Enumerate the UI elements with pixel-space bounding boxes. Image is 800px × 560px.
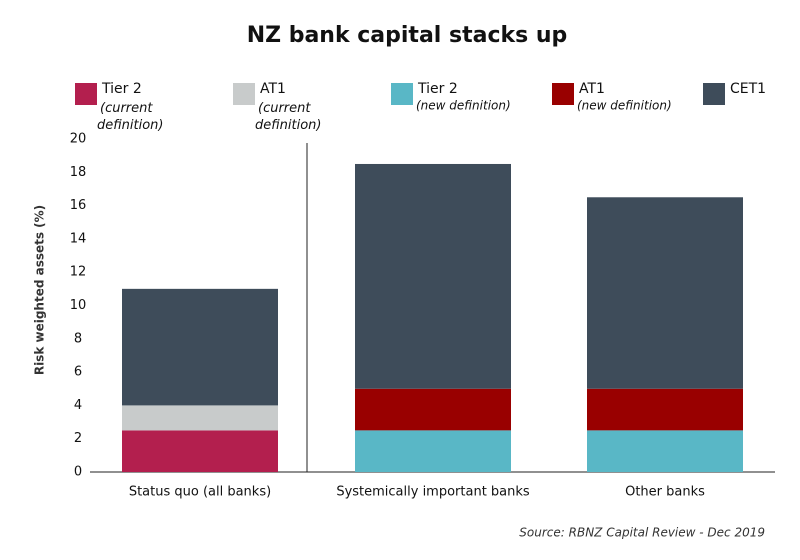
bar-segment — [355, 163, 511, 389]
bar-segment — [355, 388, 511, 431]
legend-note: (new definition) — [577, 99, 672, 113]
y-tick-label: 10 — [70, 298, 87, 313]
x-tick-label: Other banks — [625, 485, 705, 500]
legend-note: (new definition) — [416, 99, 511, 113]
legend-label: Tier 2 — [101, 81, 142, 97]
legend-swatch — [703, 83, 725, 105]
y-tick-label: 12 — [70, 265, 87, 280]
legend-label: CET1 — [730, 81, 766, 97]
legend-label: AT1 — [260, 81, 286, 97]
legend-label: AT1 — [579, 81, 605, 97]
bar-segment — [122, 288, 278, 406]
y-tick-label: 20 — [70, 132, 87, 147]
bar-segment — [122, 405, 278, 431]
bar-segment — [587, 388, 743, 431]
y-axis-label: Risk weighted assets (%) — [33, 205, 47, 375]
bar-segment — [587, 430, 743, 472]
bar-segment — [355, 430, 511, 472]
x-tick-label: Systemically important banks — [336, 485, 530, 500]
y-tick-label: 6 — [74, 365, 82, 380]
legend-note: (current definition) — [97, 101, 163, 133]
legend-note: (current definition) — [255, 101, 321, 133]
y-tick-label: 4 — [74, 398, 82, 413]
chart-title: NZ bank capital stacks up — [247, 23, 568, 48]
y-tick-label: 16 — [70, 198, 87, 213]
legend-label: Tier 2 — [417, 81, 458, 97]
bar-segment — [587, 197, 743, 389]
legend-swatch — [233, 83, 255, 105]
legend-swatch — [391, 83, 413, 105]
legend-swatch — [75, 83, 97, 105]
source: Source: RBNZ Capital Review - Dec 2019 — [519, 526, 765, 540]
x-tick-label: Status quo (all banks) — [129, 485, 271, 500]
legend-swatch — [552, 83, 574, 105]
y-tick-label: 2 — [74, 431, 82, 446]
y-tick-label: 18 — [70, 165, 87, 180]
bar-segment — [122, 430, 278, 472]
y-tick-label: 8 — [74, 331, 82, 346]
y-tick-label: 0 — [74, 465, 82, 480]
y-tick-label: 14 — [70, 231, 87, 246]
